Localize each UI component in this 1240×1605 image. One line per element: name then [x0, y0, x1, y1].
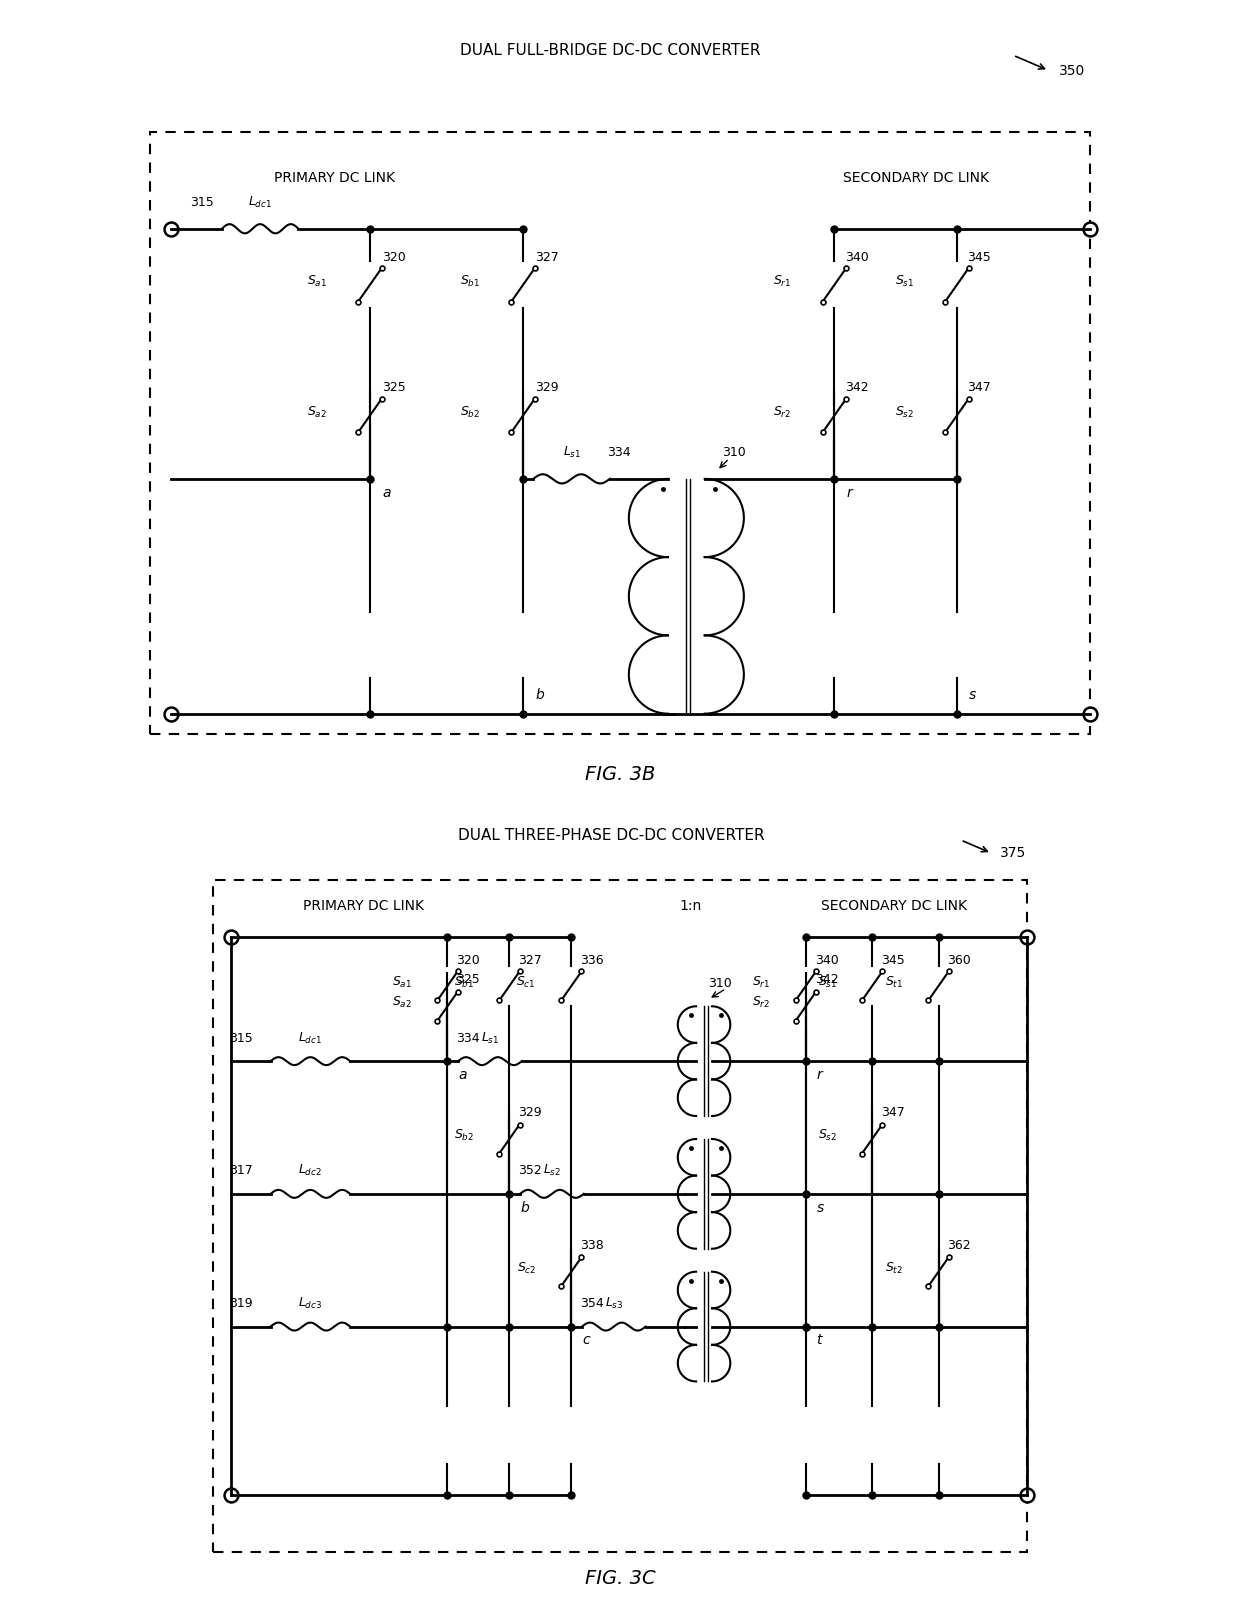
Text: 327: 327	[518, 953, 542, 966]
Text: 320: 320	[456, 953, 480, 966]
Text: $S_{r1}$: $S_{r1}$	[753, 974, 770, 990]
Text: $L_{dc3}$: $L_{dc3}$	[299, 1297, 322, 1311]
Text: 340: 340	[844, 252, 868, 265]
Text: 350: 350	[1059, 64, 1085, 77]
Text: 329: 329	[518, 1106, 542, 1119]
Text: 336: 336	[580, 953, 604, 966]
Text: $S_{c1}$: $S_{c1}$	[517, 974, 536, 990]
Text: $S_{a2}$: $S_{a2}$	[308, 404, 327, 419]
Text: 320: 320	[382, 252, 405, 265]
Text: 317: 317	[229, 1164, 253, 1178]
Text: $L_{dc1}$: $L_{dc1}$	[248, 196, 272, 210]
Text: 327: 327	[536, 252, 559, 265]
Text: $S_{s1}$: $S_{s1}$	[895, 274, 914, 289]
Text: $S_{s2}$: $S_{s2}$	[817, 1128, 837, 1143]
Text: 342: 342	[844, 380, 868, 395]
Text: 347: 347	[967, 380, 991, 395]
Text: 352: 352	[518, 1164, 542, 1178]
Text: 375: 375	[1001, 846, 1027, 860]
Text: $S_{r2}$: $S_{r2}$	[753, 995, 770, 1011]
Text: $L_{s3}$: $L_{s3}$	[605, 1297, 622, 1311]
Text: $L_{dc2}$: $L_{dc2}$	[299, 1164, 322, 1178]
Text: 325: 325	[382, 380, 405, 395]
Text: r: r	[816, 1067, 822, 1082]
Text: a: a	[382, 486, 391, 501]
Text: DUAL THREE-PHASE DC-DC CONVERTER: DUAL THREE-PHASE DC-DC CONVERTER	[458, 828, 765, 843]
Text: PRIMARY DC LINK: PRIMARY DC LINK	[303, 899, 424, 913]
Text: $S_{s1}$: $S_{s1}$	[817, 974, 837, 990]
Text: s: s	[816, 1201, 823, 1215]
Text: 334: 334	[606, 446, 630, 459]
Text: $S_{r2}$: $S_{r2}$	[774, 404, 791, 419]
Text: 334: 334	[456, 1032, 480, 1045]
Text: $S_{s2}$: $S_{s2}$	[895, 404, 914, 419]
Text: r: r	[847, 486, 852, 501]
Text: 340: 340	[815, 953, 838, 966]
Text: 338: 338	[580, 1239, 604, 1252]
Text: DUAL FULL-BRIDGE DC-DC CONVERTER: DUAL FULL-BRIDGE DC-DC CONVERTER	[460, 43, 760, 58]
Text: 345: 345	[967, 252, 991, 265]
Text: 342: 342	[815, 973, 838, 987]
Text: a: a	[458, 1067, 466, 1082]
Text: FIG. 3C: FIG. 3C	[585, 1570, 655, 1589]
Text: $S_{a2}$: $S_{a2}$	[392, 995, 412, 1011]
Text: c: c	[582, 1334, 589, 1347]
Text: $L_{s1}$: $L_{s1}$	[563, 446, 582, 461]
Text: $L_{dc1}$: $L_{dc1}$	[299, 1030, 322, 1046]
Text: PRIMARY DC LINK: PRIMARY DC LINK	[274, 170, 394, 185]
Text: 345: 345	[880, 953, 905, 966]
Text: b: b	[536, 689, 544, 703]
Text: 310: 310	[708, 977, 733, 990]
Text: 319: 319	[229, 1297, 253, 1310]
Text: $S_{c2}$: $S_{c2}$	[517, 1260, 536, 1276]
Text: $L_{s1}$: $L_{s1}$	[481, 1030, 498, 1046]
Text: $L_{s2}$: $L_{s2}$	[543, 1164, 560, 1178]
Text: SECONDARY DC LINK: SECONDARY DC LINK	[843, 170, 990, 185]
Text: 360: 360	[947, 953, 971, 966]
Text: $S_{a1}$: $S_{a1}$	[308, 274, 327, 289]
Text: SECONDARY DC LINK: SECONDARY DC LINK	[821, 899, 967, 913]
Text: 347: 347	[880, 1106, 905, 1119]
Text: 1:n: 1:n	[680, 899, 702, 913]
Text: b: b	[520, 1201, 528, 1215]
Text: $S_{b1}$: $S_{b1}$	[460, 274, 480, 289]
Text: t: t	[816, 1334, 822, 1347]
Text: FIG. 3B: FIG. 3B	[585, 766, 655, 785]
Text: 310: 310	[722, 446, 745, 459]
Text: 315: 315	[229, 1032, 253, 1045]
Text: 354: 354	[580, 1297, 604, 1310]
Text: $S_{r1}$: $S_{r1}$	[774, 274, 791, 289]
Text: 329: 329	[536, 380, 559, 395]
Text: $S_{a1}$: $S_{a1}$	[392, 974, 412, 990]
Text: $S_{b1}$: $S_{b1}$	[454, 974, 474, 990]
Text: $S_{t2}$: $S_{t2}$	[885, 1260, 903, 1276]
Text: $S_{t1}$: $S_{t1}$	[885, 974, 903, 990]
Text: 325: 325	[456, 973, 480, 987]
Text: $S_{b2}$: $S_{b2}$	[460, 404, 480, 419]
Text: 315: 315	[190, 196, 213, 209]
Text: $S_{b2}$: $S_{b2}$	[454, 1128, 474, 1143]
Text: s: s	[970, 689, 976, 703]
Text: 362: 362	[947, 1239, 971, 1252]
